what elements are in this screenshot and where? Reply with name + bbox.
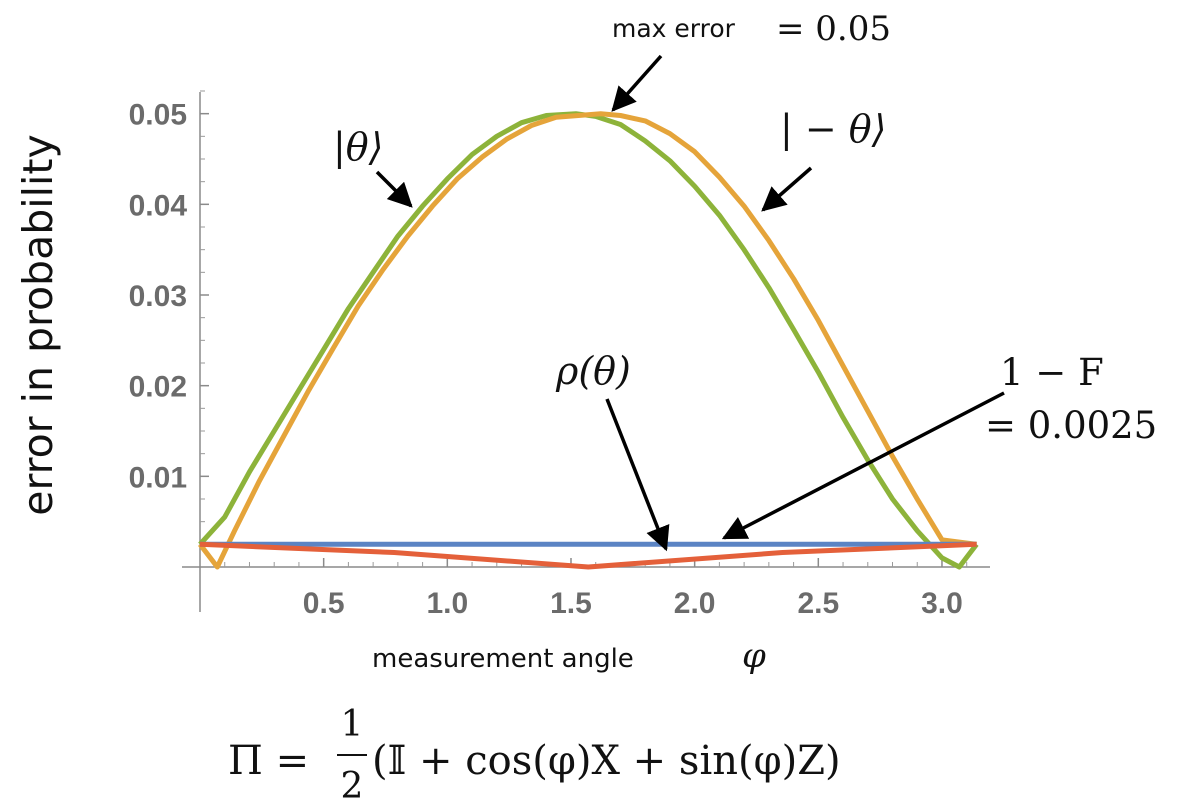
series-layer [198, 111, 979, 570]
x-tick-label: 2.0 [674, 587, 716, 620]
x-axis-symbol: φ [742, 636, 766, 676]
x-ticks: 0.5 1.0 1.5 2.0 2.5 3.0 [303, 558, 963, 620]
y-tick-label: 0.03 [129, 280, 187, 313]
formula-denominator: 2 [341, 766, 364, 807]
x-tick-label: 2.5 [797, 587, 839, 620]
formula: Π = 1 2 (𝕀 + cos(φ)X + sin(φ)Z) [228, 704, 841, 807]
series-2-line [198, 111, 977, 570]
y-tick-label: 0.02 [129, 371, 187, 404]
x-tick-label: 1.5 [550, 587, 592, 620]
y-tick-label: 0.05 [129, 99, 187, 132]
minus-theta-annotation: | − θ⟩ [761, 107, 887, 212]
x-axis-title: measurement angle [372, 644, 634, 674]
theta-label: |θ⟩ [333, 125, 384, 169]
x-tick-label: 0.5 [303, 587, 345, 620]
series-4-line [199, 541, 977, 570]
formula-lhs: Π = [228, 738, 309, 784]
fidelity-arrow [721, 391, 1005, 540]
rho-label: ρ(θ) [555, 349, 631, 393]
max-error-value: = 0.05 [776, 9, 891, 49]
fidelity-annotation: 1 − F = 0.0025 [721, 351, 1157, 540]
rho-arrow [605, 398, 670, 552]
formula-numerator: 1 [341, 704, 364, 745]
minus-theta-arrow [761, 166, 813, 212]
theta-annotation: |θ⟩ [333, 125, 413, 208]
y-ticks: 0.01 0.02 0.03 0.04 0.05 [129, 99, 209, 494]
rho-annotation: ρ(θ) [555, 349, 670, 552]
series-1-line [198, 111, 979, 570]
max-error-annotation: max error = 0.05 [611, 9, 891, 112]
y-tick-label: 0.04 [129, 189, 188, 222]
fidelity-line1: 1 − F [1000, 351, 1104, 394]
fidelity-line2: = 0.0025 [985, 404, 1157, 447]
max-error-word: max error [612, 14, 736, 43]
minus-theta-label: | − θ⟩ [780, 107, 887, 151]
y-tick-label: 0.01 [129, 461, 187, 494]
max-error-arrow [611, 54, 663, 112]
y-minor-ticks [200, 90, 205, 545]
x-tick-label: 3.0 [921, 587, 963, 620]
y-axis-title: error in probability [14, 134, 62, 515]
theta-arrow [375, 170, 413, 208]
x-tick-label: 1.0 [426, 587, 468, 620]
formula-rhs: (𝕀 + cos(φ)X + sin(φ)Z) [372, 738, 841, 784]
